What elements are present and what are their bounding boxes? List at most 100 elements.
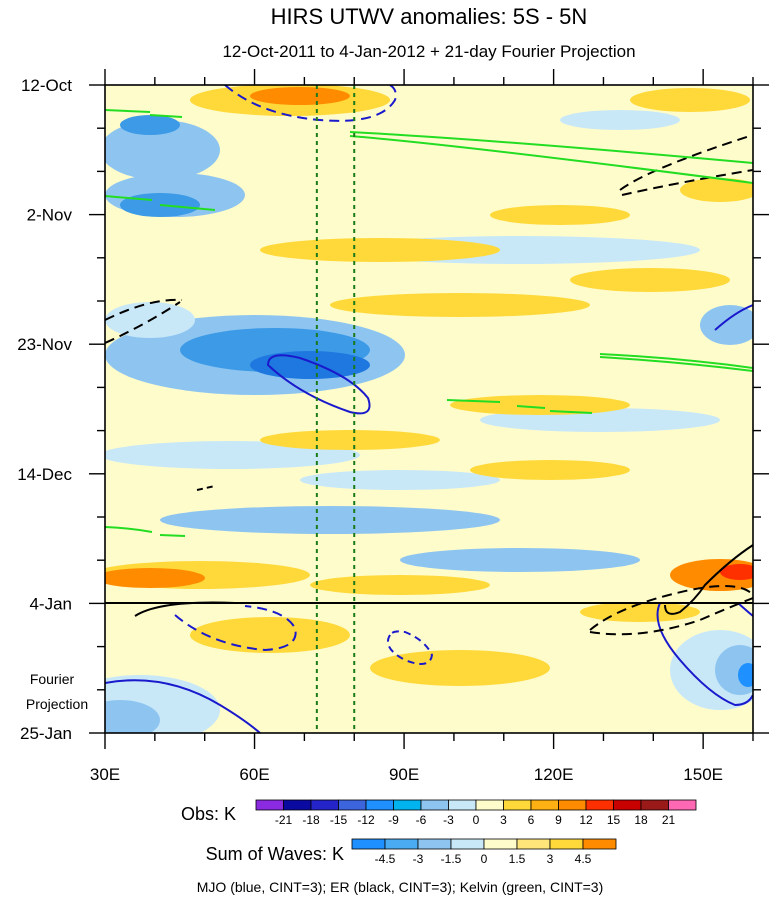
er-negative-contour — [105, 301, 181, 344]
colorbar-tick-label: 3 — [500, 813, 507, 827]
kelvin-contour — [105, 109, 151, 113]
colorbar-tick-label: 12 — [579, 813, 593, 827]
kelvin-contour — [159, 534, 186, 537]
colorbar-swatch — [365, 799, 394, 811]
obs-positive-region — [450, 395, 630, 415]
mjo-positive-contour — [656, 602, 753, 707]
projection-positive-region — [190, 617, 350, 653]
colorbar-tick-label: -9 — [388, 813, 399, 827]
obs-colorbar: -21 -18 -15 -12 -9 -6 -3 0 3 6 9 12 15 18 21 — [255, 799, 697, 827]
projection-field — [105, 602, 753, 733]
plot-area — [105, 85, 753, 733]
colorbar-swatch — [613, 799, 642, 811]
colorbar-tick-label: 6 — [528, 813, 535, 827]
contour-legend: MJO (blue, CINT=3); ER (black, CINT=3); … — [197, 879, 604, 895]
colorbar-tick-label: -15 — [330, 813, 348, 827]
y-tick-label: 2-Nov — [27, 206, 73, 225]
colorbar-swatch — [255, 799, 284, 811]
kelvin-contour — [549, 410, 593, 414]
colorbar-tick-label: 9 — [555, 813, 562, 827]
fourier-label-line1: Fourier — [30, 671, 75, 687]
projection-positive-region — [370, 650, 550, 686]
mjo-negative-contour — [224, 85, 397, 122]
colorbar-swatch — [585, 799, 614, 811]
colorbar-swatch — [420, 799, 449, 811]
kelvin-contour — [599, 356, 753, 372]
y-tick-label: 12-Oct — [21, 76, 72, 95]
kelvin-contour — [446, 399, 501, 403]
x-tick-label: 60E — [239, 765, 269, 784]
colorbar-swatch — [503, 799, 532, 811]
waves-colorbar: -4.5 -3 -1.5 0 1.5 3 4.5 — [351, 838, 617, 866]
obs-negative-region — [560, 110, 680, 130]
mjo-positive-contour — [266, 354, 371, 415]
obs-positive-region — [680, 178, 753, 202]
obs-positive-region — [105, 568, 205, 588]
colorbar-swatch — [530, 799, 559, 811]
chart-subtitle: 12-Oct-2011 to 4-Jan-2012 + 21-day Fouri… — [222, 42, 635, 61]
colorbar-swatch — [516, 838, 551, 850]
obs-negative-region — [105, 120, 220, 180]
x-axis: 30E 60E 90E 120E 150E — [90, 69, 754, 784]
projection-negative-region — [105, 700, 160, 733]
colorbar-tick-label: -4.5 — [375, 852, 396, 866]
chart-title: HIRS UTWV anomalies: 5S - 5N — [271, 4, 588, 29]
colorbar-tick-label: -3 — [413, 852, 424, 866]
obs-positive-region — [670, 559, 753, 591]
obs-negative-region — [700, 305, 753, 345]
colorbar-tick-label: 0 — [481, 852, 488, 866]
colorbar-tick-label: 1.5 — [509, 852, 526, 866]
colorbar-tick-label: -18 — [302, 813, 320, 827]
y-tick-label: 14-Dec — [17, 465, 72, 484]
x-tick-label: 120E — [534, 765, 574, 784]
obs-positive-region — [570, 268, 730, 292]
colorbar-swatch — [417, 838, 452, 850]
obs-positive-region — [330, 293, 590, 317]
reference-lines — [315, 85, 356, 733]
colorbar-swatch — [283, 799, 312, 811]
colorbar-swatch — [558, 799, 587, 811]
kelvin-contour — [349, 135, 753, 184]
kelvin-contour — [159, 204, 216, 211]
x-tick-label: 150E — [683, 765, 723, 784]
obs-negative-region — [400, 548, 640, 572]
kelvin-contours — [105, 109, 753, 537]
y-tick-label: 23-Nov — [17, 335, 72, 354]
colorbar-tick-label: -3 — [443, 813, 454, 827]
mjo-positive-contour — [105, 679, 261, 733]
colorbar-tick-label: 15 — [607, 813, 621, 827]
colorbar-swatch — [450, 838, 485, 850]
colorbar-tick-label: -21 — [275, 813, 293, 827]
kelvin-contour — [105, 195, 153, 201]
y-axis: 12-Oct 2-Nov 23-Nov 14-Dec 4-Jan 25-Jan — [17, 76, 769, 743]
colorbar-tick-label: 0 — [473, 813, 480, 827]
obs-positive-region — [310, 575, 490, 595]
plot-frame — [104, 84, 754, 734]
colorbar-swatch — [310, 799, 339, 811]
colorbar-tick-label: -1.5 — [441, 852, 462, 866]
er-positive-contour — [664, 544, 753, 615]
obs-negative-region — [120, 115, 180, 135]
obs-positive-region — [260, 238, 500, 262]
colorbar-tick-label: 21 — [662, 813, 676, 827]
colorbar-swatch — [448, 799, 477, 811]
er-negative-contour — [619, 134, 753, 191]
obs-positive-region — [260, 430, 440, 450]
er-negative-contour — [196, 485, 216, 491]
er-negative-contour — [105, 298, 183, 321]
colorbar-tick-label: 4.5 — [575, 852, 592, 866]
y-tick-label: 4-Jan — [29, 594, 72, 613]
er-negative-contour — [589, 585, 753, 631]
colorbar-tick-label: 3 — [547, 852, 554, 866]
obs-negative-region — [160, 506, 500, 534]
mjo-negative-contour — [174, 605, 297, 652]
colorbar-swatch — [351, 838, 386, 850]
projection-negative-region — [738, 663, 753, 687]
obs-negative-region — [300, 470, 500, 490]
y-tick-label: 25-Jan — [20, 724, 72, 743]
x-tick-label: 30E — [90, 765, 120, 784]
mjo-positive-contour — [737, 602, 753, 617]
kelvin-contour — [349, 131, 753, 164]
waves-colorbar-label: Sum of Waves: K — [206, 844, 344, 864]
